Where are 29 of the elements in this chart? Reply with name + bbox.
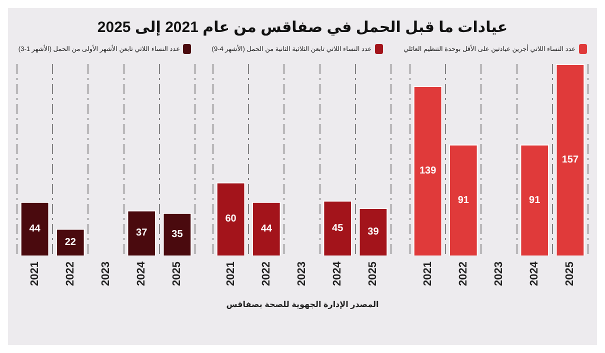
- data-label: 35: [172, 228, 184, 240]
- data-label: 39: [368, 226, 380, 238]
- x-tick-label: 2021: [422, 262, 434, 286]
- x-tick-label: 2024: [332, 260, 344, 286]
- x-tick-label: 2022: [457, 262, 470, 286]
- x-tick-label: 2025: [171, 262, 184, 286]
- data-label: 22: [64, 236, 77, 248]
- data-label: 91: [458, 194, 470, 206]
- x-tick-label: 2021: [28, 262, 41, 286]
- data-label: 60: [226, 214, 238, 225]
- x-tick-label: 2025: [368, 262, 380, 286]
- x-tick-label: 2023: [100, 262, 112, 286]
- x-tick-label: 2024: [528, 260, 540, 286]
- data-label: 91: [528, 194, 540, 206]
- data-label: 44: [29, 223, 41, 234]
- x-tick-label: 2022: [260, 262, 273, 286]
- x-tick-label: 2024: [136, 260, 148, 286]
- x-tick-label: 2025: [564, 262, 576, 286]
- x-tick-label: 2022: [64, 262, 77, 286]
- text: المصدر الإدارة الجهوية للصحة بصفاقس: [225, 300, 380, 309]
- x-tick-label: 2023: [492, 262, 505, 286]
- data-label: 139: [419, 165, 436, 176]
- x-tick-label: 2021: [225, 262, 238, 286]
- x-tick-label: 2023: [296, 262, 309, 286]
- data-label: 44: [261, 223, 273, 234]
- data-label: 157: [562, 154, 579, 166]
- data-label: 37: [136, 228, 148, 239]
- data-label: 45: [332, 222, 344, 234]
- chart-title: عيادات ما قبل الحمل في صفاقس من عام 2021 إلى 2025: [96, 18, 509, 36]
